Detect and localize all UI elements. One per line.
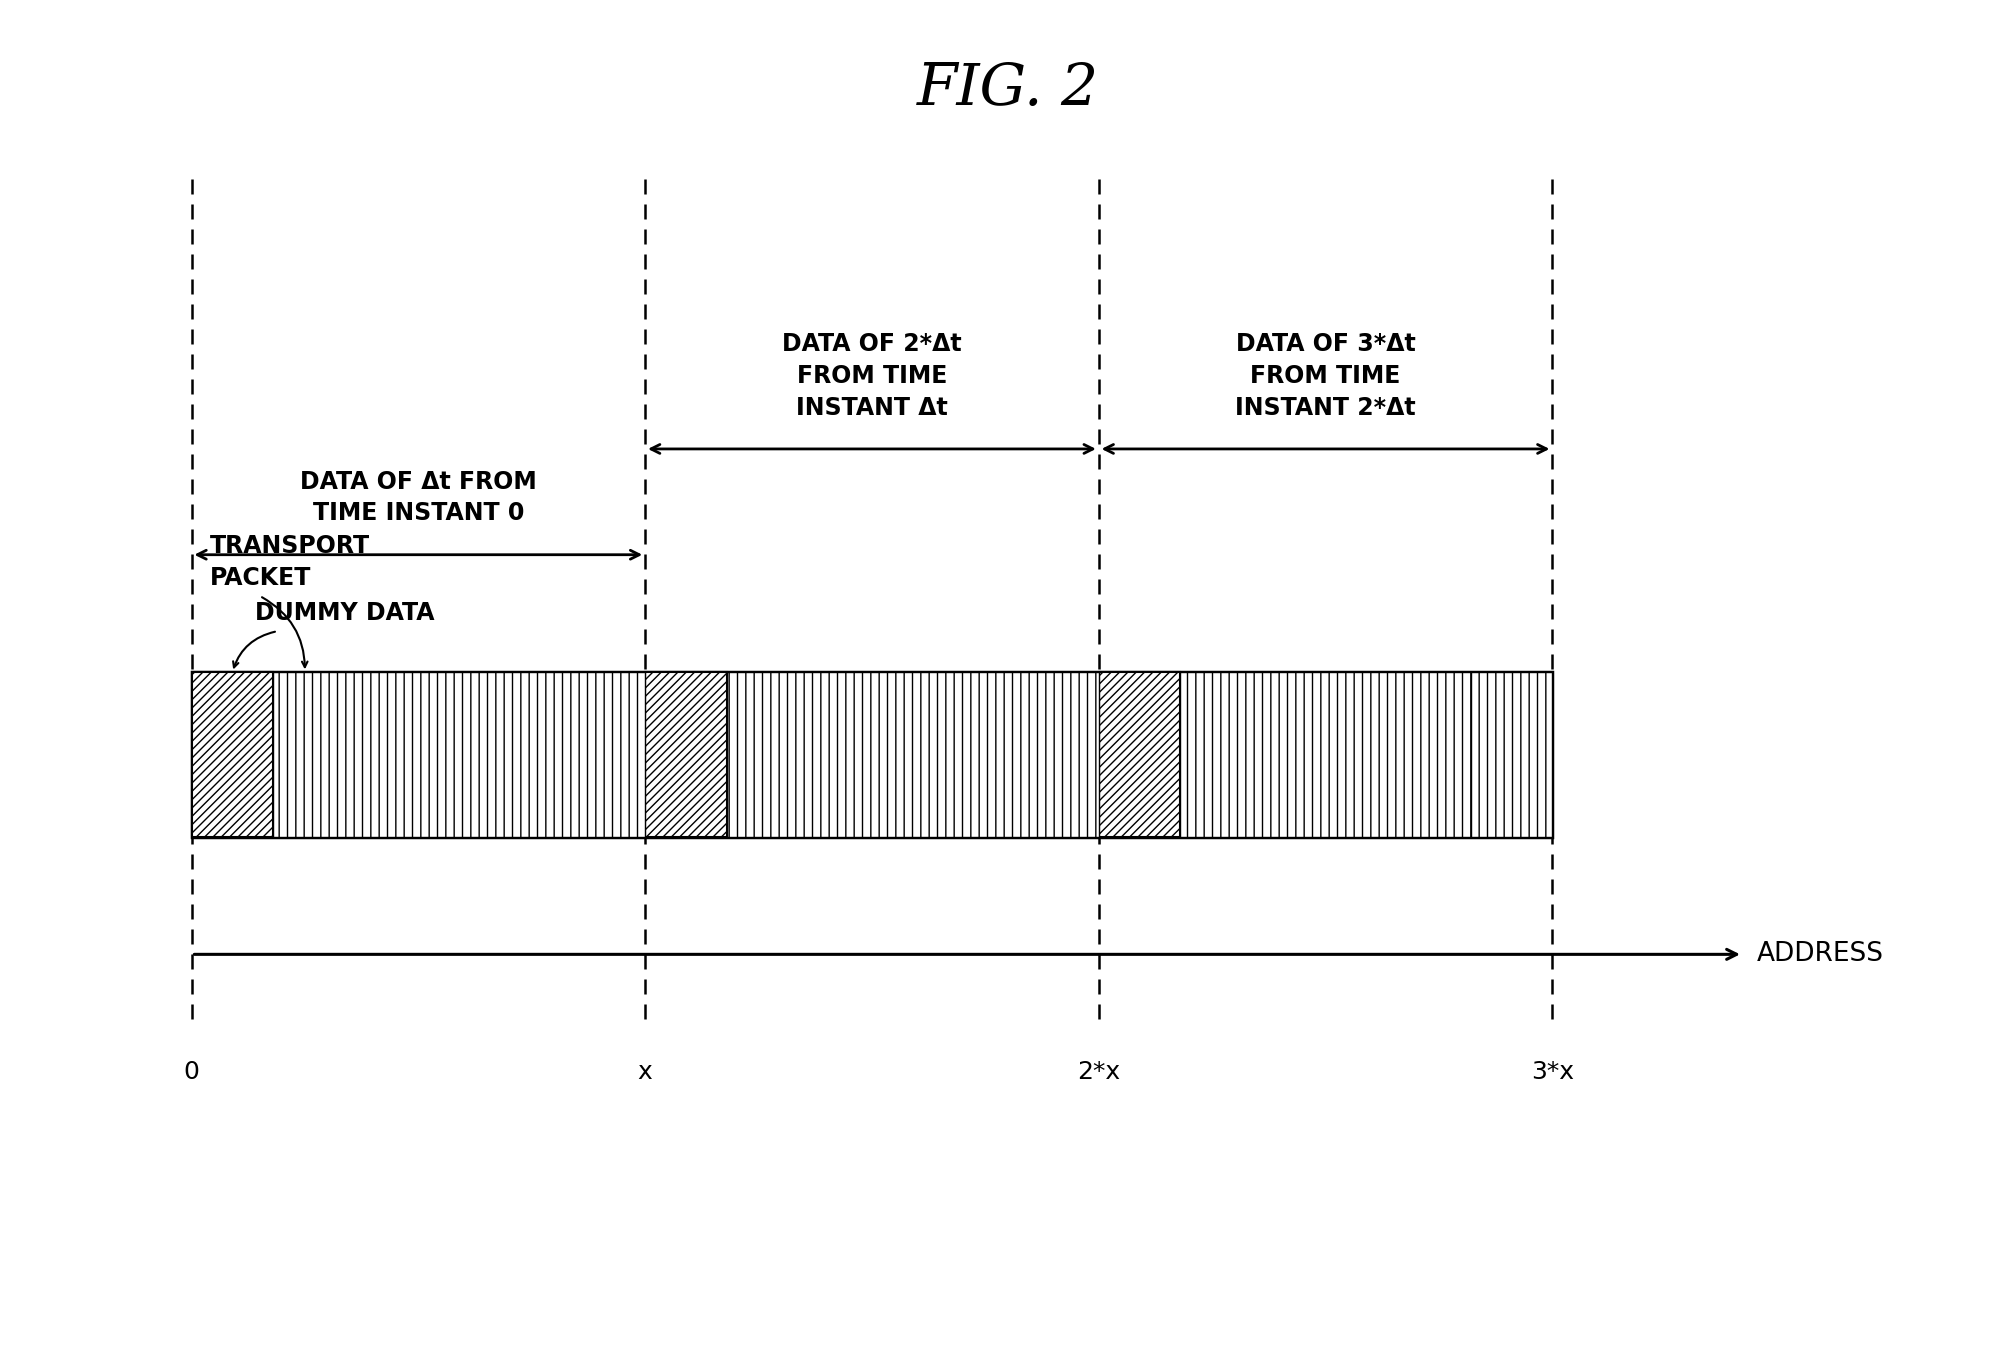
Text: FIG. 2: FIG. 2 [917,61,1099,118]
Text: 0: 0 [183,1061,200,1084]
Bar [645,673,726,836]
Bar [192,673,1552,836]
Bar [1099,673,1181,836]
Text: 2*x: 2*x [1077,1061,1121,1084]
Text: TRANSPORT
PACKET: TRANSPORT PACKET [210,535,369,590]
Bar [1179,673,1552,836]
Text: x: x [637,1061,653,1084]
Text: DATA OF 2*Δt
FROM TIME
INSTANT Δt: DATA OF 2*Δt FROM TIME INSTANT Δt [782,332,962,420]
Bar [726,673,1099,836]
Text: DUMMY DATA: DUMMY DATA [254,601,435,626]
Text: DATA OF Δt FROM
TIME INSTANT 0: DATA OF Δt FROM TIME INSTANT 0 [300,470,536,526]
Text: 3*x: 3*x [1530,1061,1574,1084]
Text: ADDRESS: ADDRESS [1756,942,1883,967]
Bar [192,673,274,836]
Text: DATA OF 3*Δt
FROM TIME
INSTANT 2*Δt: DATA OF 3*Δt FROM TIME INSTANT 2*Δt [1236,332,1415,420]
Bar [274,673,645,836]
Bar [1470,673,1552,836]
